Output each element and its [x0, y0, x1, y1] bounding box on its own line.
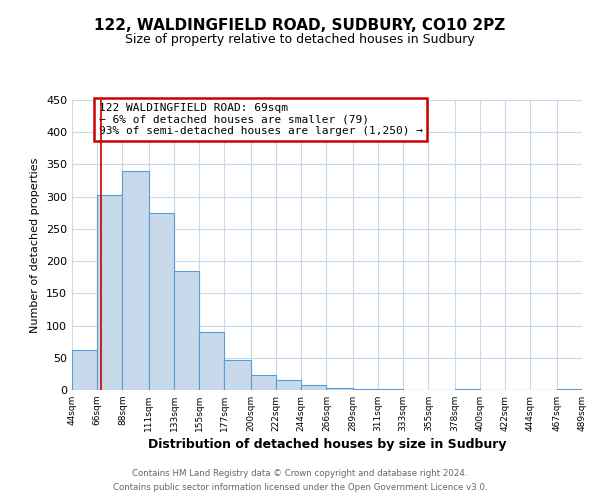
- Bar: [301, 385, 326, 390]
- Text: 122, WALDINGFIELD ROAD, SUDBURY, CO10 2PZ: 122, WALDINGFIELD ROAD, SUDBURY, CO10 2P…: [94, 18, 506, 32]
- Text: 122 WALDINGFIELD ROAD: 69sqm
← 6% of detached houses are smaller (79)
93% of sem: 122 WALDINGFIELD ROAD: 69sqm ← 6% of det…: [98, 103, 422, 136]
- X-axis label: Distribution of detached houses by size in Sudbury: Distribution of detached houses by size …: [148, 438, 506, 451]
- Text: Contains HM Land Registry data © Crown copyright and database right 2024.: Contains HM Land Registry data © Crown c…: [132, 468, 468, 477]
- Bar: [97, 194, 122, 390]
- Bar: [174, 271, 199, 390]
- Text: Size of property relative to detached houses in Sudbury: Size of property relative to detached ho…: [125, 32, 475, 46]
- Bar: [149, 213, 174, 390]
- Bar: [353, 388, 378, 390]
- Bar: [326, 388, 353, 390]
- Bar: [251, 374, 276, 390]
- Bar: [224, 360, 251, 390]
- Y-axis label: Number of detached properties: Number of detached properties: [31, 158, 40, 332]
- Text: Contains public sector information licensed under the Open Government Licence v3: Contains public sector information licen…: [113, 484, 487, 492]
- Bar: [122, 171, 149, 390]
- Bar: [72, 350, 97, 390]
- Bar: [199, 332, 224, 390]
- Bar: [276, 380, 301, 390]
